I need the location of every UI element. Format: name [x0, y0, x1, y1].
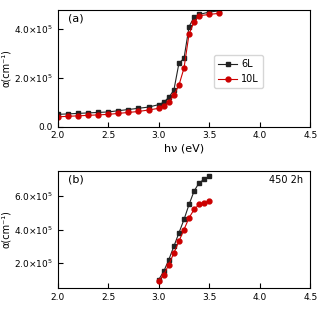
10L	[76, 114, 80, 118]
6L	[197, 181, 201, 185]
10L	[177, 239, 181, 243]
6L	[162, 269, 166, 273]
Text: (b): (b)	[68, 174, 84, 185]
6L	[207, 174, 211, 178]
6L	[157, 103, 161, 107]
6L	[192, 189, 196, 193]
10L	[192, 208, 196, 212]
Text: (a): (a)	[68, 13, 83, 23]
10L	[182, 66, 186, 70]
6L	[177, 231, 181, 235]
Legend: 6L, 10L: 6L, 10L	[214, 55, 263, 88]
10L	[56, 115, 60, 119]
6L	[162, 100, 166, 104]
10L	[182, 228, 186, 231]
6L	[167, 258, 171, 261]
10L	[207, 12, 211, 16]
6L	[207, 10, 211, 14]
Text: 450 2h: 450 2h	[269, 174, 303, 185]
6L	[197, 12, 201, 16]
Y-axis label: α(cm⁻¹): α(cm⁻¹)	[1, 211, 11, 248]
10L	[202, 201, 206, 205]
10L	[197, 203, 201, 206]
10L	[157, 279, 161, 283]
10L	[177, 83, 181, 87]
10L	[192, 20, 196, 24]
10L	[137, 109, 140, 113]
10L	[187, 32, 191, 36]
10L	[157, 106, 161, 110]
10L	[172, 251, 176, 255]
6L	[182, 56, 186, 60]
10L	[147, 108, 150, 112]
Line: 10L: 10L	[55, 11, 222, 119]
10L	[172, 93, 176, 97]
6L	[147, 105, 150, 109]
10L	[162, 104, 166, 108]
10L	[126, 110, 130, 114]
6L	[187, 25, 191, 28]
6L	[192, 15, 196, 19]
Line: 6L: 6L	[55, 8, 222, 117]
10L	[86, 114, 90, 117]
10L	[106, 112, 110, 116]
6L	[76, 111, 80, 115]
6L	[96, 110, 100, 114]
6L	[177, 61, 181, 65]
6L	[172, 88, 176, 92]
6L	[167, 95, 171, 99]
6L	[106, 110, 110, 114]
6L	[187, 203, 191, 206]
10L	[116, 111, 120, 115]
10L	[167, 263, 171, 267]
6L	[157, 278, 161, 282]
6L	[116, 109, 120, 113]
10L	[167, 100, 171, 104]
6L	[126, 108, 130, 111]
6L	[182, 218, 186, 221]
6L	[172, 244, 176, 248]
Line: 6L: 6L	[156, 174, 212, 282]
X-axis label: hν (eV): hν (eV)	[164, 143, 204, 153]
Y-axis label: α(cm⁻¹): α(cm⁻¹)	[1, 49, 11, 87]
6L	[86, 111, 90, 115]
10L	[66, 115, 70, 118]
10L	[96, 113, 100, 117]
10L	[197, 14, 201, 18]
10L	[187, 216, 191, 220]
6L	[56, 112, 60, 116]
10L	[207, 199, 211, 203]
6L	[137, 106, 140, 110]
10L	[162, 273, 166, 276]
6L	[202, 178, 206, 181]
Line: 10L: 10L	[156, 199, 212, 284]
6L	[218, 9, 221, 13]
6L	[66, 112, 70, 116]
10L	[218, 11, 221, 15]
